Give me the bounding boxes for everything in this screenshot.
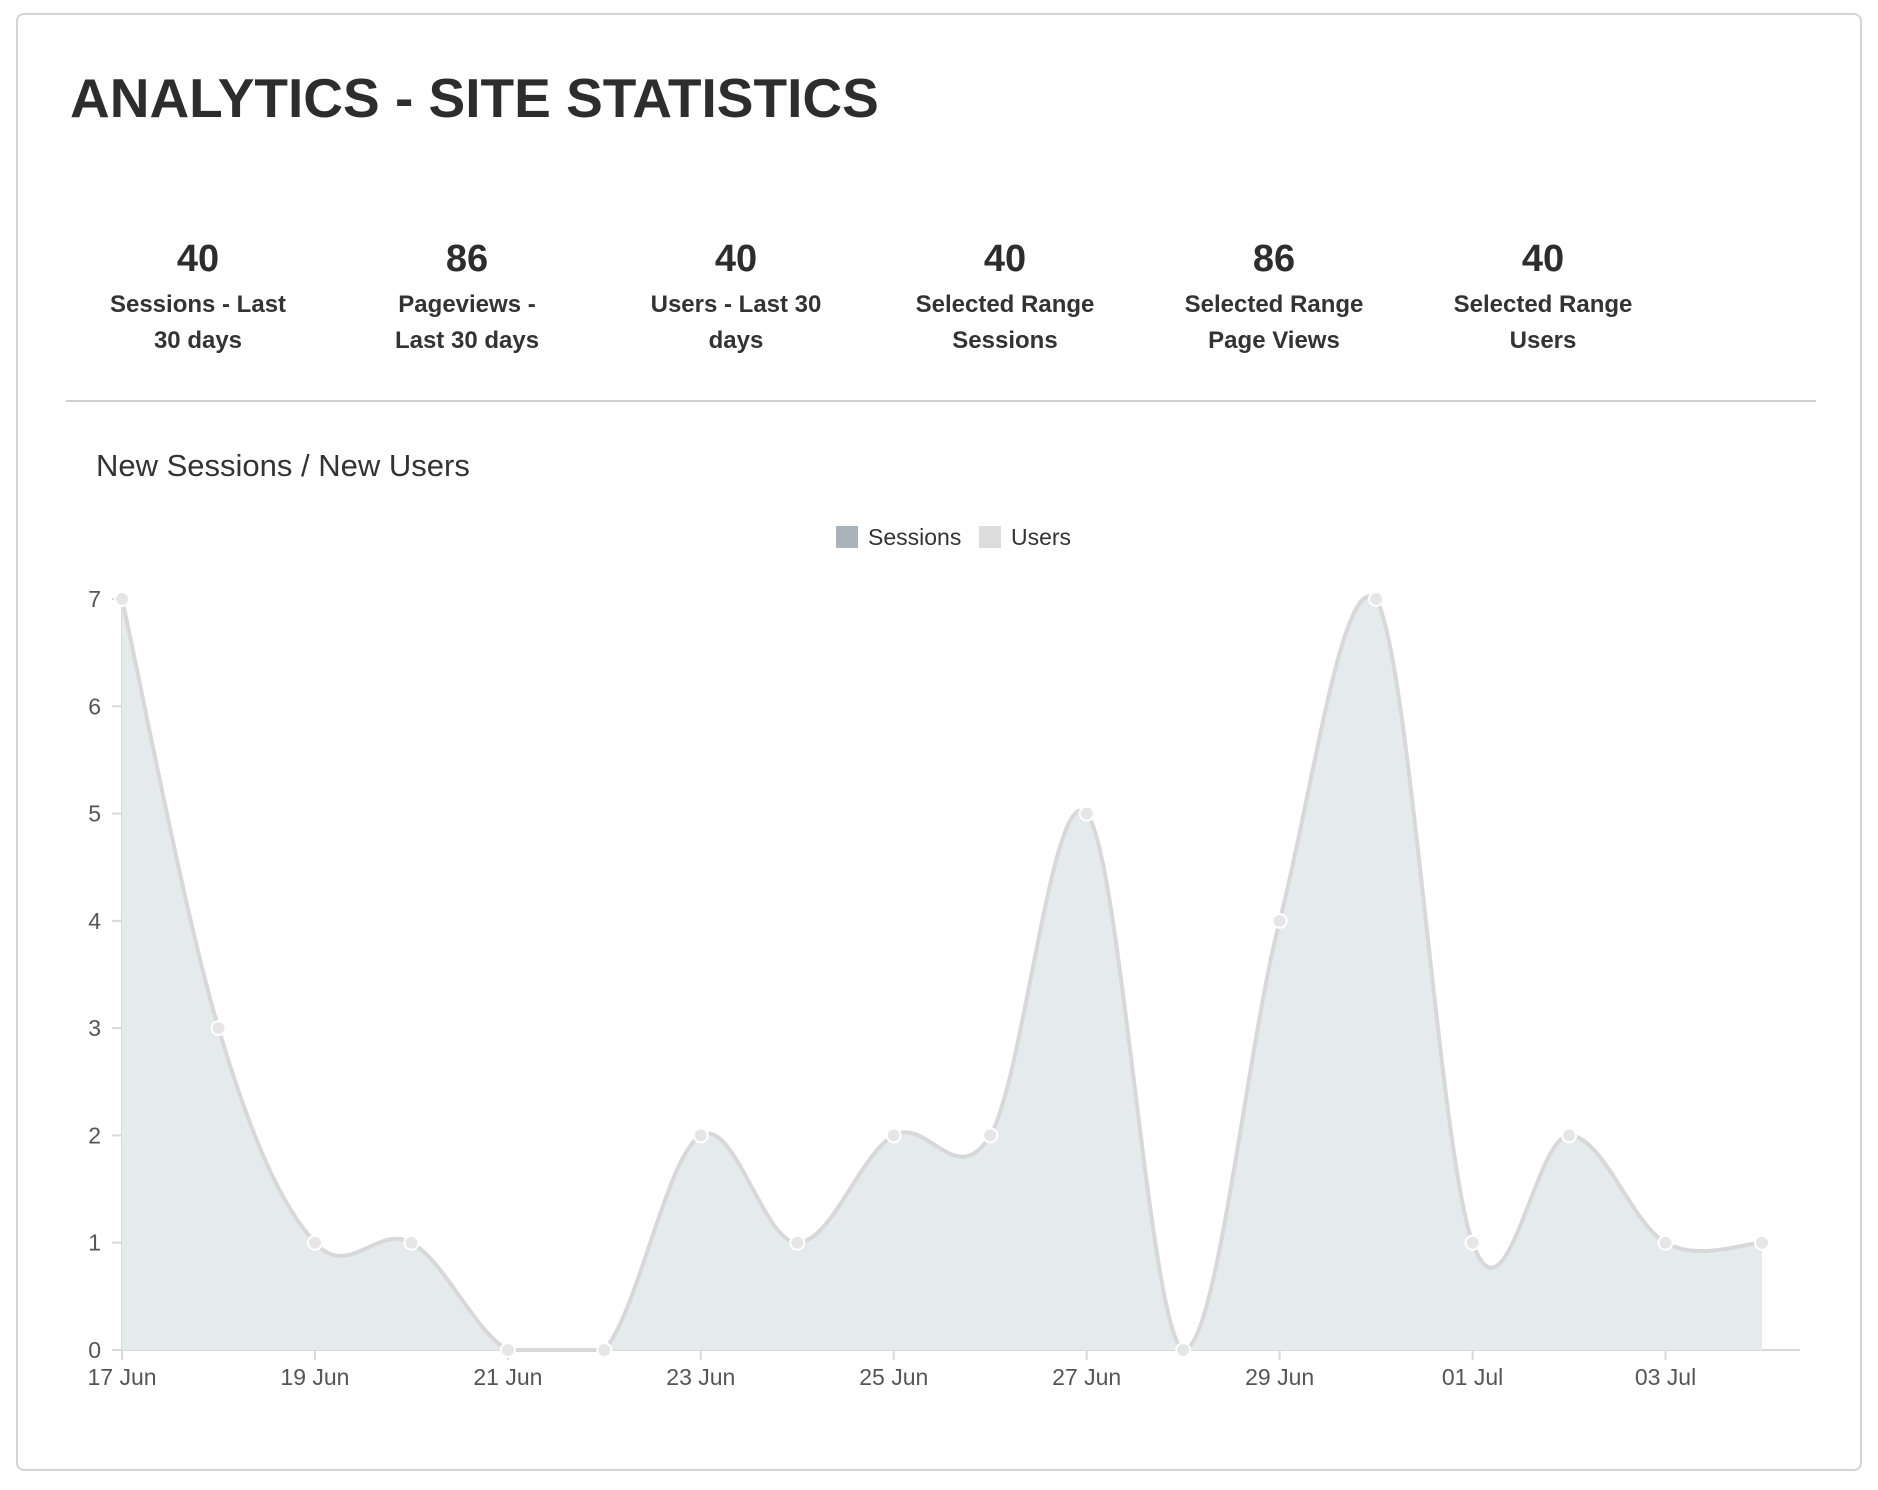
- y-tick-label: 4: [88, 908, 101, 934]
- data-point[interactable]: [1464, 1234, 1481, 1251]
- data-point[interactable]: [210, 1020, 227, 1037]
- stat-label: Pageviews -: [398, 291, 536, 318]
- stat-label: days: [708, 327, 764, 354]
- data-point[interactable]: [1561, 1127, 1578, 1144]
- stat-label: 30 days: [153, 327, 243, 354]
- x-axis: 17 Jun 19 Jun 21 Jun 23 Jun 25 Jun 27 Jun 29 J…: [87, 1349, 1800, 1390]
- x-tick-label: 17 Jun: [87, 1364, 156, 1390]
- y-tick-label: 2: [88, 1122, 101, 1148]
- x-tick-label: 01 Jul: [1442, 1364, 1503, 1390]
- stat-label: Page Views: [1208, 327, 1340, 354]
- stat-label: Selected Range: [1184, 291, 1364, 318]
- y-tick-label: 7: [88, 586, 101, 612]
- x-tick-label: 29 Jun: [1245, 1364, 1314, 1390]
- y-tick-label: 6: [88, 693, 101, 719]
- section-divider: [66, 400, 1816, 402]
- stat-value: 40: [1521, 238, 1565, 280]
- x-tick-label: 21 Jun: [473, 1364, 542, 1390]
- data-point[interactable]: [692, 1127, 709, 1144]
- data-point[interactable]: [1657, 1234, 1674, 1251]
- stat-label: Selected Range: [915, 291, 1095, 318]
- y-axis: 0 1 2 3 4 5 6 7: [88, 586, 123, 1363]
- series-area-users: [122, 596, 1762, 1350]
- legend-label-users: Users: [1011, 524, 1071, 550]
- series-line-users: [120, 594, 1763, 1353]
- data-point[interactable]: [1368, 591, 1385, 607]
- stat-value: 40: [176, 238, 220, 280]
- y-tick-label: 5: [88, 801, 101, 827]
- stat-label: Users - Last 30: [650, 291, 822, 318]
- stat-value: 86: [445, 238, 489, 280]
- y-tick-label: 3: [88, 1015, 101, 1041]
- data-point[interactable]: [1271, 912, 1288, 929]
- x-tick-label: 25 Jun: [859, 1364, 928, 1390]
- x-tick-label: 23 Jun: [666, 1364, 735, 1390]
- data-point[interactable]: [306, 1234, 323, 1251]
- data-point[interactable]: [403, 1234, 420, 1251]
- stat-label: Last 30 days: [394, 327, 540, 354]
- stat-sessions-last-30: 40 Sessions - Last 30 days: [83, 235, 313, 359]
- stat-label: Sessions - Last: [109, 291, 287, 318]
- stat-pageviews-last-30: 86 Pageviews - Last 30 days: [352, 235, 582, 359]
- data-point[interactable]: [499, 1342, 516, 1358]
- data-point[interactable]: [789, 1234, 806, 1251]
- data-point[interactable]: [1078, 805, 1095, 822]
- legend-swatch-users: [979, 526, 1001, 548]
- page-title: ANALYTICS - SITE STATISTICS: [70, 67, 879, 129]
- y-tick-label: 1: [88, 1230, 101, 1256]
- stat-value: 40: [983, 238, 1027, 280]
- legend-label-sessions: Sessions: [868, 524, 961, 550]
- chart-title: New Sessions / New Users: [96, 448, 470, 483]
- stat-selected-range-page-views: 86 Selected Range Page Views: [1159, 235, 1389, 359]
- stat-selected-range-sessions: 40 Selected Range Sessions: [890, 235, 1120, 359]
- data-point[interactable]: [114, 591, 130, 607]
- data-point[interactable]: [1754, 1234, 1770, 1251]
- data-point[interactable]: [982, 1127, 999, 1144]
- stat-selected-range-users: 40 Selected Range Users: [1428, 235, 1658, 359]
- legend-swatch-sessions: [836, 526, 858, 548]
- x-tick-label: 03 Jul: [1635, 1364, 1696, 1390]
- data-point[interactable]: [1175, 1342, 1192, 1358]
- chart-legend: Sessions Users: [836, 524, 1071, 550]
- stat-users-last-30: 40 Users - Last 30 days: [621, 235, 851, 359]
- stat-label: Sessions: [952, 327, 1058, 354]
- stat-value: 86: [1252, 238, 1296, 280]
- stat-value: 40: [714, 238, 758, 280]
- y-tick-label: 0: [88, 1337, 101, 1363]
- stat-label: Users: [1509, 327, 1577, 354]
- x-tick-label: 27 Jun: [1052, 1364, 1121, 1390]
- series-layer: [120, 594, 1763, 1353]
- data-point[interactable]: [596, 1342, 613, 1358]
- stat-label: Selected Range: [1453, 291, 1633, 318]
- data-point[interactable]: [885, 1127, 902, 1144]
- x-tick-label: 19 Jun: [280, 1364, 349, 1390]
- points-layer: [114, 591, 1770, 1358]
